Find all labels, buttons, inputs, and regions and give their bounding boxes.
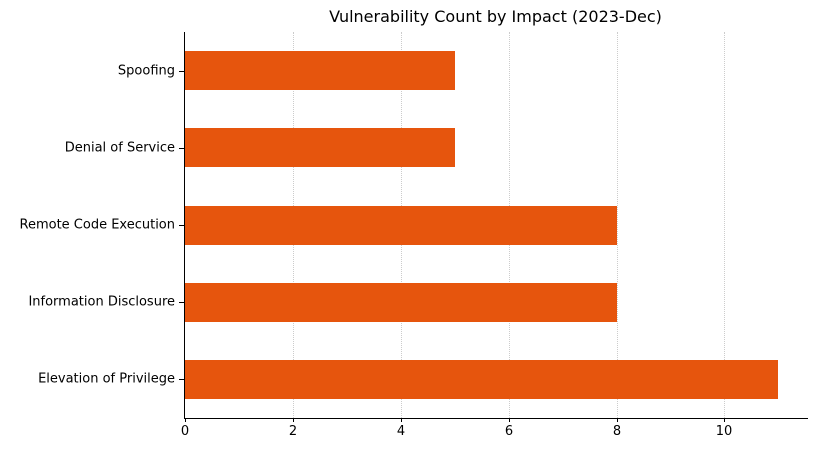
x-tick-mark-0 <box>185 418 186 422</box>
y-tick-label-information-disclosure: Information Disclosure <box>28 294 175 310</box>
y-tick-mark-elevation-of-privilege <box>179 379 184 380</box>
bar-denial-of-service <box>185 128 455 167</box>
y-tick-label-elevation-of-privilege: Elevation of Privilege <box>38 371 175 387</box>
y-tick-mark-denial-of-service <box>179 148 184 149</box>
x-tick-label-8: 8 <box>612 424 622 439</box>
chart-title: Vulnerability Count by Impact (2023-Dec) <box>329 7 662 26</box>
x-tick-label-2: 2 <box>288 424 298 439</box>
y-tick-mark-information-disclosure <box>179 302 184 303</box>
bar-information-disclosure <box>185 283 617 322</box>
x-tick-label-4: 4 <box>396 424 406 439</box>
y-tick-mark-spoofing <box>179 71 184 72</box>
y-tick-mark-remote-code-execution <box>179 225 184 226</box>
plot-area: 0 2 4 6 8 10 Spoofing Denial of Service Remote C… <box>20 32 808 438</box>
x-tick-label-6: 6 <box>504 424 514 439</box>
x-tick-label-0: 0 <box>180 424 190 439</box>
x-tick-mark-8 <box>617 418 618 422</box>
x-tick-mark-2 <box>293 418 294 422</box>
y-tick-label-remote-code-execution: Remote Code Execution <box>19 217 176 233</box>
y-tick-label-spoofing: Spoofing <box>117 63 175 79</box>
bar-spoofing <box>185 51 455 90</box>
gridline-x-10 <box>724 32 725 418</box>
bar-elevation-of-privilege <box>185 360 778 399</box>
y-tick-label-denial-of-service: Denial of Service <box>64 140 175 156</box>
x-tick-mark-4 <box>401 418 402 422</box>
x-tick-mark-6 <box>509 418 510 422</box>
gridline-x-8 <box>617 32 618 418</box>
x-tick-mark-10 <box>724 418 725 422</box>
x-tick-label-10: 10 <box>715 424 733 439</box>
bar-remote-code-execution <box>185 206 617 245</box>
